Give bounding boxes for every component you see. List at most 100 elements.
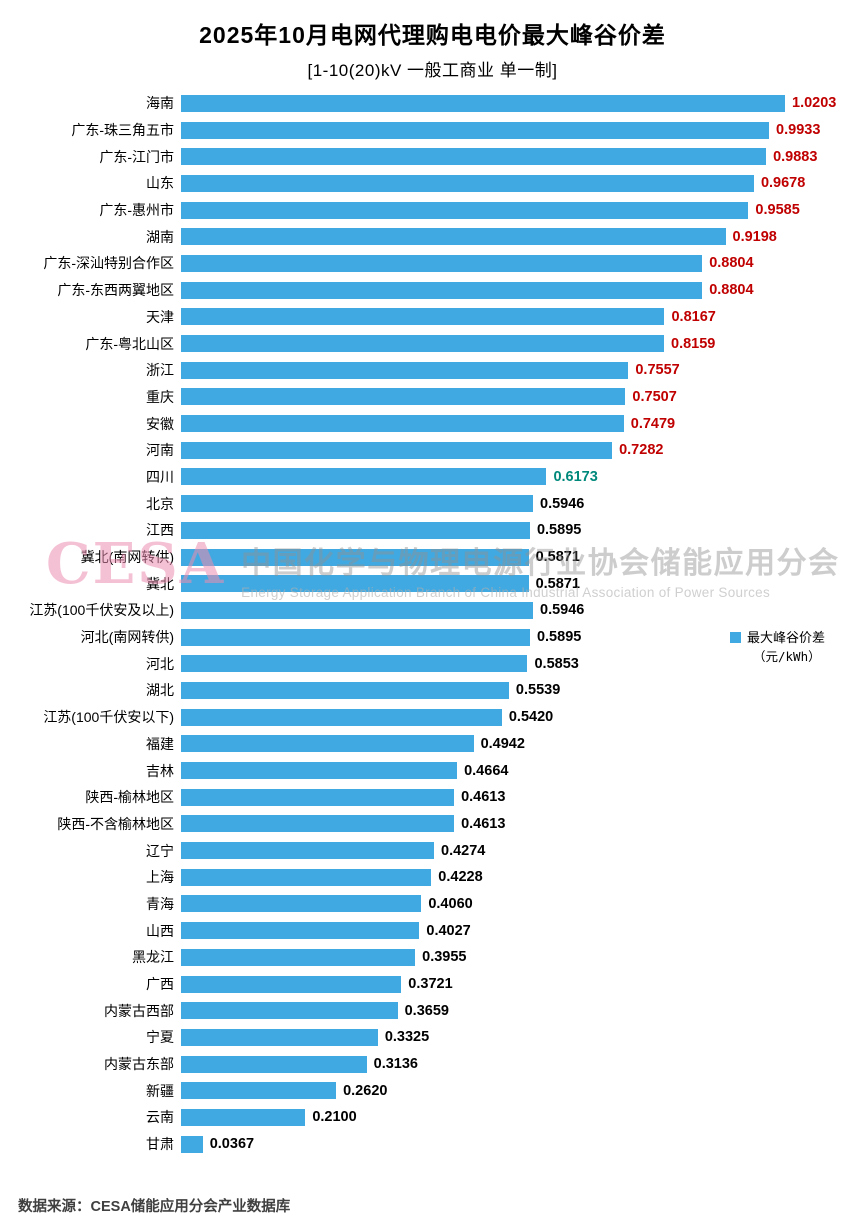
- chart-row: 辽宁 0.4274: [0, 837, 865, 864]
- bar-track: 0.2100: [181, 1108, 865, 1126]
- chart-title: 2025年10月电网代理购电电价最大峰谷价差: [199, 22, 666, 48]
- value-label: 0.4027: [426, 922, 471, 939]
- bar-track: 0.4613: [181, 815, 865, 833]
- bar: [181, 735, 474, 753]
- category-label: 云南: [146, 1109, 174, 1126]
- value-label: 0.4228: [438, 869, 483, 886]
- category-label: 吉林: [146, 762, 174, 779]
- category-label: 陕西-不含榆林地区: [57, 815, 174, 832]
- category-label: 广东-东西两翼地区: [57, 282, 174, 299]
- category-label: 广东-江门市: [99, 148, 174, 165]
- chart-row: 宁夏 0.3325: [0, 1024, 865, 1051]
- bar: [181, 575, 529, 593]
- chart-row: 冀北(南网转供) 0.5871: [0, 544, 865, 571]
- value-label: 0.3721: [408, 976, 453, 993]
- bar-track: 0.8167: [181, 308, 865, 326]
- bar: [181, 468, 547, 486]
- category-label: 湖北: [146, 682, 174, 699]
- value-label: 0.5895: [536, 522, 582, 539]
- chart-row: 江苏(100千伏安以下) 0.5420: [0, 704, 865, 731]
- chart-row: 广东-粤北山区 0.8159: [0, 330, 865, 357]
- chart-row: 广西 0.3721: [0, 971, 865, 998]
- bar-track: 0.8804: [181, 254, 865, 272]
- value-label: 0.4942: [480, 735, 525, 752]
- chart-row: 内蒙古西部 0.3659: [0, 997, 865, 1024]
- chart-row: 天津 0.8167: [0, 304, 865, 331]
- bar-track: 0.5871: [181, 575, 865, 593]
- bar-track: 0.9678: [181, 174, 865, 192]
- value-label: 0.4613: [461, 815, 506, 832]
- category-label: 冀北: [146, 575, 174, 592]
- bar-track: 0.4942: [181, 735, 865, 753]
- bar-track: 0.7557: [181, 361, 865, 379]
- value-label: 0.5946: [540, 602, 585, 619]
- chart-row: 湖南 0.9198: [0, 223, 865, 250]
- category-label: 河北: [146, 655, 174, 672]
- chart-subtitle: [1-10(20)kV 一般工商业 单一制]: [307, 61, 558, 80]
- value-label: 0.5946: [540, 495, 585, 512]
- chart-row: 重庆 0.7507: [0, 384, 865, 411]
- bar-track: 0.5420: [181, 708, 865, 726]
- category-label: 辽宁: [146, 842, 174, 859]
- bar: [181, 762, 458, 780]
- category-label: 广东-珠三角五市: [71, 122, 174, 139]
- bar-track: 0.8159: [181, 335, 865, 353]
- bar-track: 0.5946: [181, 601, 865, 619]
- chart-row: 陕西-不含榆林地区 0.4613: [0, 811, 865, 838]
- value-label: 0.5420: [508, 709, 554, 726]
- category-label: 上海: [146, 869, 174, 886]
- chart-row: 广东-江门市 0.9883: [0, 143, 865, 170]
- bar-track: 0.5871: [181, 548, 865, 566]
- chart-row: 河北 0.5853: [0, 650, 865, 677]
- bar: [181, 548, 529, 566]
- bar-track: 0.5853: [181, 655, 865, 673]
- bar: [181, 415, 624, 433]
- chart-row: 广东-惠州市 0.9585: [0, 197, 865, 224]
- category-label: 山西: [146, 922, 174, 939]
- category-label: 内蒙古西部: [104, 1002, 174, 1019]
- bar-track: 0.7479: [181, 415, 865, 433]
- category-label: 黑龙江: [132, 949, 174, 966]
- bar: [181, 601, 533, 619]
- value-label: 0.5895: [536, 629, 582, 646]
- bar: [181, 655, 528, 673]
- bar-track: 0.3721: [181, 975, 865, 993]
- chart-row: 陕西-榆林地区 0.4613: [0, 784, 865, 811]
- category-label: 浙江: [146, 362, 174, 379]
- bar-track: 0.4613: [181, 788, 865, 806]
- bar-track: 0.3659: [181, 1002, 865, 1020]
- value-label: 0.8159: [671, 335, 716, 352]
- chart-row: 青海 0.4060: [0, 891, 865, 918]
- value-label: 0.6173: [553, 468, 598, 485]
- bar-track: 0.5895: [181, 628, 865, 646]
- category-label: 福建: [146, 735, 174, 752]
- bar: [181, 148, 767, 166]
- bar-track: 0.4060: [181, 895, 865, 913]
- chart-row: 广东-东西两翼地区 0.8804: [0, 277, 865, 304]
- bar: [181, 788, 455, 806]
- chart-row: 四川 0.6173: [0, 464, 865, 491]
- value-label: 0.3325: [384, 1029, 430, 1046]
- bar-track: 0.9933: [181, 121, 865, 139]
- chart-row: 新疆 0.2620: [0, 1077, 865, 1104]
- chart-row: 甘肃 0.0367: [0, 1131, 865, 1158]
- value-label: 0.7479: [630, 415, 676, 432]
- category-label: 湖南: [146, 228, 174, 245]
- bar-track: 0.4274: [181, 842, 865, 860]
- bar-track: 0.4228: [181, 868, 865, 886]
- chart-row: 河南 0.7282: [0, 437, 865, 464]
- bar: [181, 922, 420, 940]
- bar-track: 0.9198: [181, 228, 865, 246]
- value-label: 0.7507: [632, 388, 677, 405]
- value-label: 0.8804: [709, 255, 754, 272]
- category-label: 广东-粤北山区: [85, 335, 174, 352]
- bar: [181, 495, 533, 513]
- category-label: 河南: [146, 442, 174, 459]
- category-label: 广东-惠州市: [99, 202, 174, 219]
- value-label: 0.9883: [773, 148, 818, 165]
- bar: [181, 308, 665, 326]
- bar-track: 0.7507: [181, 388, 865, 406]
- chart-row: 湖北 0.5539: [0, 677, 865, 704]
- bar: [181, 975, 402, 993]
- data-source: 数据来源：CESA储能应用分会产业数据库: [18, 1199, 291, 1215]
